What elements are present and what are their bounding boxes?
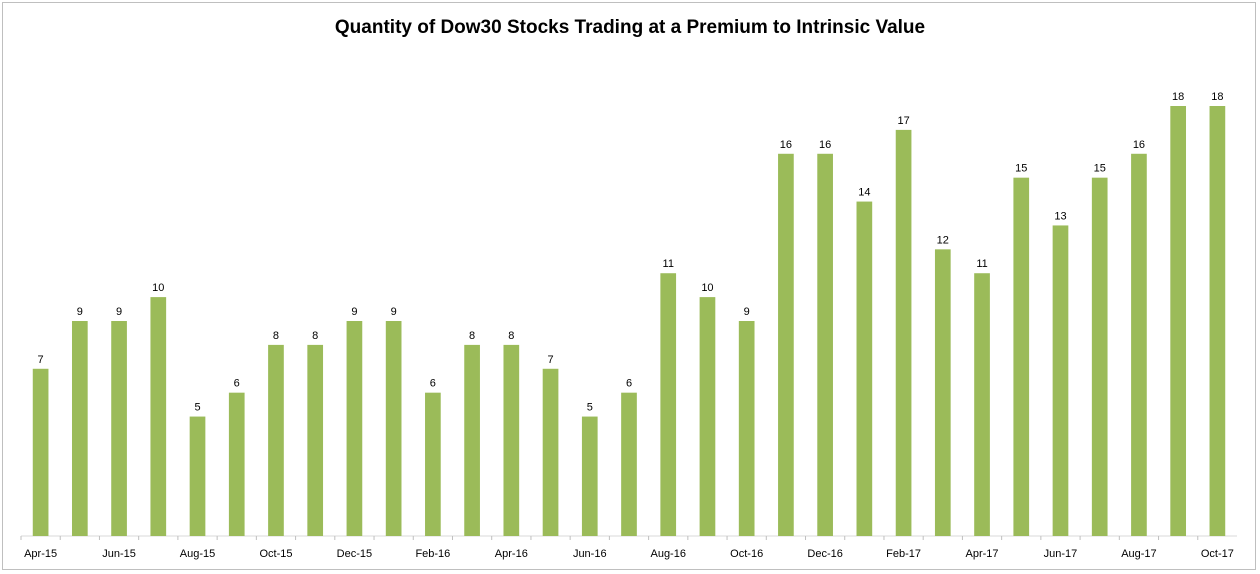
x-tick-label-aug-15: Aug-15	[180, 548, 215, 560]
x-tick-label-oct-15: Oct-15	[259, 548, 292, 560]
data-label-apr-16: 8	[508, 330, 514, 342]
data-label-jun-16: 5	[587, 402, 593, 414]
data-label-aug-15: 5	[194, 402, 200, 414]
tick-group	[20, 536, 1199, 540]
data-label-apr-17: 11	[976, 258, 987, 270]
chart-plot: 7 9 9 10 5 6 8 8 9 9 6 8 8 7 5 6 11 10 9 16 16 14 17 12 11 15 13 15…	[20, 91, 1237, 560]
bar-feb-17	[895, 129, 912, 536]
bar-aug-17	[1131, 153, 1147, 536]
bar-jan-16	[385, 321, 402, 536]
data-label-dec-16: 16	[819, 139, 831, 151]
bar-nov-16	[778, 153, 794, 536]
data-label-oct-17: 18	[1211, 91, 1223, 103]
data-label-sep-16: 10	[701, 282, 713, 294]
bar-apr-16	[503, 344, 520, 536]
data-label-dec-15: 9	[351, 306, 357, 318]
bar-apr-15	[32, 368, 49, 536]
data-labels-group: 7 9 9 10 5 6 8 8 9 9 6 8 8 7 5 6 11 10 9 16 16 14 17 12 11 15 13 15…	[38, 91, 1224, 414]
bar-apr-17	[974, 273, 990, 536]
x-tick-label-feb-17: Feb-17	[886, 548, 921, 560]
x-tick-label-apr-17: Apr-17	[966, 548, 999, 560]
data-label-feb-16: 6	[430, 378, 436, 390]
data-label-may-17: 15	[1015, 163, 1027, 175]
x-tick-label-aug-17: Aug-17	[1121, 548, 1156, 560]
x-tick-label-dec-16: Dec-16	[807, 548, 842, 560]
chart-title: Quantity of Dow30 Stocks Trading at a Pr…	[334, 17, 926, 38]
data-label-jan-16: 9	[391, 306, 397, 318]
x-tick-label-jun-16: Jun-16	[573, 548, 607, 560]
data-label-jun-15: 9	[116, 306, 122, 318]
bar-aug-16	[660, 273, 677, 536]
data-label-mar-16: 8	[469, 330, 475, 342]
bar-jun-17	[1052, 225, 1069, 536]
bar-jan-17	[856, 201, 873, 536]
bar-sep-15	[228, 392, 245, 536]
x-tick-label-jun-17: Jun-17	[1044, 548, 1078, 560]
bar-jun-16	[581, 416, 598, 536]
bar-dec-16	[817, 153, 833, 536]
data-label-jan-17: 14	[858, 187, 870, 199]
bar-may-15	[71, 321, 88, 536]
data-label-sep-17: 18	[1172, 91, 1184, 103]
bar-may-17	[1013, 177, 1030, 537]
data-label-oct-15: 8	[273, 330, 279, 342]
bar-jun-15	[111, 321, 127, 536]
bar-sep-16	[699, 297, 716, 536]
bar-jul-16	[621, 392, 637, 536]
data-label-apr-15: 7	[38, 354, 44, 366]
data-label-jun-17: 13	[1054, 210, 1066, 222]
bar-dec-15	[346, 321, 363, 536]
bar-may-16	[542, 368, 559, 536]
data-label-feb-17: 17	[897, 115, 909, 127]
data-label-may-16: 7	[547, 354, 553, 366]
x-tick-label-feb-16: Feb-16	[415, 548, 450, 560]
bar-aug-15	[189, 416, 206, 536]
data-label-sep-15: 6	[234, 378, 240, 390]
bar-jul-17	[1091, 177, 1108, 537]
data-label-may-15: 9	[77, 306, 83, 318]
x-tick-label-jun-15: Jun-15	[102, 548, 136, 560]
data-label-aug-16: 11	[663, 258, 674, 270]
data-label-jul-16: 6	[626, 378, 632, 390]
data-label-nov-16: 16	[780, 139, 792, 151]
bar-sep-17	[1170, 106, 1187, 536]
x-tick-labels-group: Apr-15 Jun-15 Aug-15 Oct-15 Dec-15 Feb-16 Apr-…	[24, 548, 1234, 560]
x-tick-label-oct-17: Oct-17	[1201, 548, 1234, 560]
bar-oct-15	[268, 344, 284, 536]
bar-oct-17	[1209, 106, 1226, 536]
x-tick-label-apr-16: Apr-16	[495, 548, 528, 560]
x-tick-label-oct-16: Oct-16	[730, 548, 763, 560]
data-label-aug-17: 16	[1133, 139, 1145, 151]
bar-mar-17	[934, 249, 951, 536]
data-label-nov-15: 8	[312, 330, 318, 342]
x-tick-label-aug-16: Aug-16	[650, 548, 685, 560]
bar-nov-15	[307, 344, 324, 536]
data-label-jul-17: 15	[1094, 163, 1106, 175]
data-label-mar-17: 12	[937, 234, 949, 246]
bar-jul-15	[150, 297, 167, 536]
data-label-jul-15: 10	[152, 282, 164, 294]
x-tick-label-dec-15: Dec-15	[337, 548, 372, 560]
bar-feb-16	[425, 392, 441, 536]
bar-oct-16	[738, 321, 755, 536]
data-label-oct-16: 9	[744, 306, 750, 318]
x-tick-label-apr-15: Apr-15	[24, 548, 57, 560]
bars-group	[32, 106, 1226, 537]
bar-mar-16	[464, 344, 480, 536]
